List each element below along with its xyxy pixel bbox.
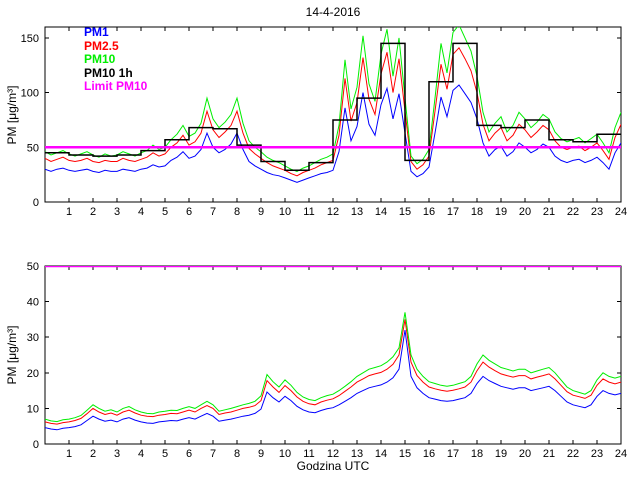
x-tick-label: 1 — [66, 206, 72, 218]
legend-item-pm10-1h: PM10 1h — [84, 65, 133, 80]
x-tick-label: 3 — [114, 448, 120, 460]
x-tick-label: 11 — [303, 448, 314, 460]
x-tick-label: 17 — [447, 448, 459, 460]
x-tick-label: 19 — [495, 448, 507, 460]
x-tick-label: 5 — [162, 448, 168, 460]
x-tick-label: 10 — [279, 206, 291, 218]
legend-item-limit-pm10: Limit PM10 — [84, 79, 148, 93]
x-tick-label: 18 — [471, 448, 483, 460]
y-tick-label: 40 — [27, 297, 39, 309]
x-tick-label: 7 — [210, 448, 216, 460]
series-pm10 — [45, 312, 621, 423]
y-tick-label: 50 — [27, 142, 39, 154]
legend: PM1 PM2.5 PM10 PM10 1h Limit PM10 — [84, 25, 148, 94]
x-tick-label: 15 — [399, 206, 411, 218]
x-tick-label: 13 — [351, 448, 363, 460]
series-pm1 — [45, 330, 621, 431]
x-tick-label: 13 — [351, 206, 363, 218]
x-tick-label: 12 — [327, 206, 339, 218]
x-tick-label: 12 — [327, 448, 339, 460]
y-tick-label: 30 — [27, 332, 39, 344]
x-tick-label: 4 — [138, 206, 144, 218]
x-tick-label: 11 — [303, 206, 314, 218]
legend-item-pm10: PM10 — [84, 52, 116, 66]
x-tick-label: 5 — [162, 206, 168, 218]
x-tick-label: 14 — [375, 448, 387, 460]
series-pm2.5 — [45, 319, 621, 425]
x-tick-label: 7 — [210, 206, 216, 218]
x-tick-label: 22 — [567, 206, 579, 218]
x-tick-label: 24 — [615, 448, 627, 460]
x-tick-label: 19 — [495, 206, 507, 218]
y-tick-label: 50 — [27, 261, 39, 273]
x-tick-label: 9 — [258, 448, 264, 460]
x-tick-label: 6 — [186, 448, 192, 460]
y-tick-label: 10 — [27, 403, 39, 415]
x-tick-label: 8 — [234, 448, 240, 460]
x-tick-label: 22 — [567, 448, 579, 460]
top-y-axis-label: PM [μg/m³] — [5, 85, 19, 145]
x-tick-label: 3 — [114, 206, 120, 218]
x-tick-label: 16 — [423, 206, 435, 218]
x-tick-label: 18 — [471, 206, 483, 218]
y-tick-label: 100 — [21, 88, 39, 100]
x-tick-label: 14 — [375, 206, 387, 218]
y-tick-label: 150 — [21, 33, 39, 45]
x-tick-label: 1 — [66, 448, 72, 460]
legend-item-pm2-5: PM2.5 — [84, 38, 119, 53]
y-tick-label: 0 — [33, 439, 39, 451]
x-tick-label: 4 — [138, 448, 144, 460]
x-tick-label: 8 — [234, 206, 240, 218]
y-tick-label: 0 — [33, 197, 39, 209]
legend-item-pm1: PM1 — [84, 25, 109, 39]
x-tick-label: 2 — [90, 206, 96, 218]
x-tick-label: 20 — [519, 206, 531, 218]
bottom-y-axis-label: PM [μg/m³] — [5, 325, 19, 385]
axes-box — [44, 265, 622, 445]
chart-title: 14-4-2016 — [305, 5, 361, 19]
x-tick-label: 20 — [519, 448, 531, 460]
x-tick-label: 10 — [279, 448, 291, 460]
y-tick-label: 20 — [27, 368, 39, 380]
x-tick-label: 21 — [543, 206, 555, 218]
x-tick-label: 2 — [90, 448, 96, 460]
x-tick-label: 23 — [591, 448, 603, 460]
x-tick-label: 6 — [186, 206, 192, 218]
x-tick-label: 23 — [591, 206, 603, 218]
series-pm10-1h — [45, 42, 621, 172]
x-tick-label: 24 — [615, 206, 627, 218]
x-axis-label: Godzina UTC — [296, 459, 370, 473]
x-tick-label: 15 — [399, 448, 411, 460]
x-tick-label: 9 — [258, 206, 264, 218]
x-tick-label: 16 — [423, 448, 435, 460]
x-tick-label: 17 — [447, 206, 459, 218]
x-tick-label: 21 — [543, 448, 555, 460]
